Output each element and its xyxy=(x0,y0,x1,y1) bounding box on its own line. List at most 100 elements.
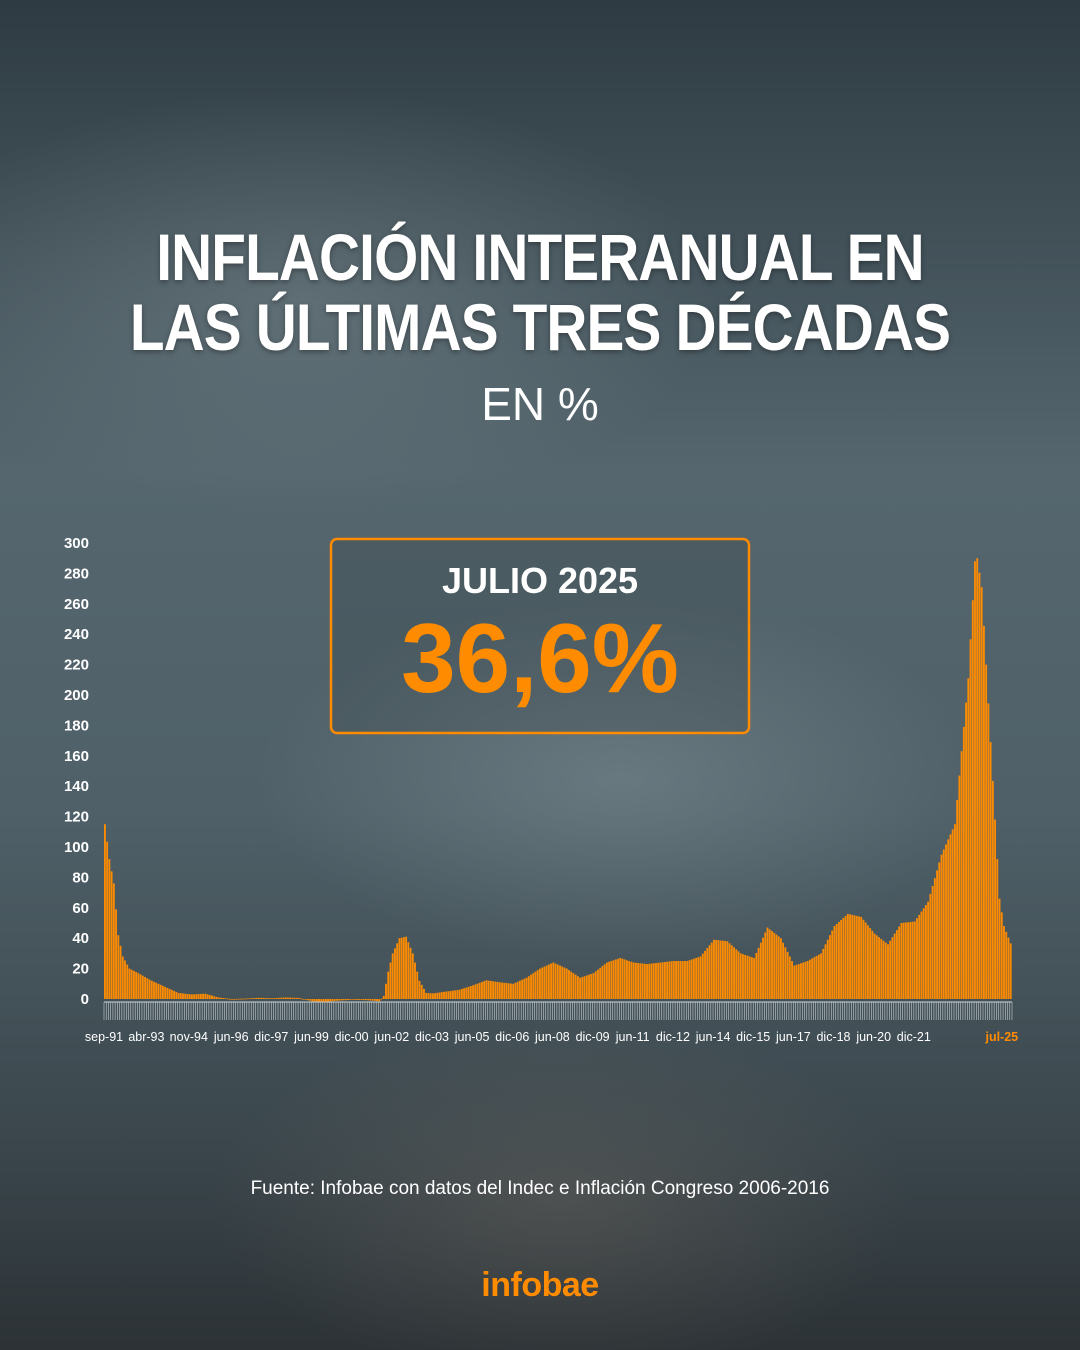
bar xyxy=(315,999,318,1002)
bar xyxy=(255,997,258,999)
bar xyxy=(742,954,744,999)
bar xyxy=(692,958,695,999)
bar xyxy=(605,962,608,999)
bar xyxy=(376,999,379,1002)
y-tick-label: 160 xyxy=(64,748,89,765)
bar xyxy=(237,998,240,1000)
bar xyxy=(617,958,619,999)
bar xyxy=(954,824,956,999)
bar xyxy=(211,995,213,999)
bar xyxy=(574,974,577,999)
bar xyxy=(710,942,713,999)
bar xyxy=(779,938,782,999)
bar xyxy=(728,943,731,999)
bar xyxy=(902,922,905,999)
bar xyxy=(623,959,626,999)
bar xyxy=(858,916,860,999)
bar xyxy=(501,982,503,999)
bar xyxy=(655,963,657,999)
bar xyxy=(978,572,981,999)
bar xyxy=(536,970,539,999)
bar xyxy=(755,952,758,999)
bar xyxy=(431,993,434,999)
x-tick-label: jun-08 xyxy=(534,1030,570,1044)
bar xyxy=(641,963,644,999)
bar xyxy=(777,936,780,999)
bar xyxy=(545,965,548,999)
bar xyxy=(349,999,352,1000)
bar xyxy=(851,914,854,999)
bar xyxy=(875,935,878,999)
bar xyxy=(650,963,653,999)
bar xyxy=(166,987,169,999)
bar xyxy=(385,983,387,999)
bar xyxy=(427,993,430,999)
bar xyxy=(104,824,106,999)
bar xyxy=(1005,931,1008,999)
page-title: INFLACIÓN INTERANUAL EN LAS ÚLTIMAS TRES… xyxy=(76,222,1005,362)
bar xyxy=(813,957,816,999)
bar xyxy=(704,950,706,999)
bar xyxy=(360,999,363,1000)
bar xyxy=(409,947,412,999)
bar xyxy=(240,998,242,1000)
bar xyxy=(1009,943,1012,999)
bar xyxy=(893,933,896,999)
bar xyxy=(661,962,664,999)
bar xyxy=(130,969,133,999)
bar xyxy=(322,999,325,1002)
bar xyxy=(949,834,952,999)
bar xyxy=(398,938,401,999)
bar xyxy=(670,961,673,999)
bar xyxy=(980,587,983,999)
bar xyxy=(938,862,941,999)
bar xyxy=(699,956,702,999)
bar xyxy=(110,871,113,999)
bar xyxy=(128,968,131,999)
bar xyxy=(922,908,925,999)
x-tick-label: jun-96 xyxy=(213,1030,249,1044)
bar xyxy=(909,921,912,999)
bar xyxy=(942,849,945,999)
bar xyxy=(429,993,432,999)
bar xyxy=(518,980,521,999)
bar xyxy=(768,929,771,999)
bar xyxy=(362,999,365,1001)
bar xyxy=(115,909,117,999)
bar xyxy=(956,799,959,999)
bar xyxy=(411,953,414,999)
bar xyxy=(382,995,385,999)
bar xyxy=(940,854,943,999)
bar xyxy=(233,998,236,1000)
bar xyxy=(559,965,561,999)
bar xyxy=(556,964,559,999)
bar xyxy=(590,973,593,999)
bar xyxy=(927,901,930,999)
bar xyxy=(307,999,309,1001)
bar xyxy=(572,973,575,999)
y-tick-label: 260 xyxy=(64,596,89,613)
bar xyxy=(266,998,269,999)
bar xyxy=(186,993,189,999)
bar xyxy=(204,993,207,999)
bar xyxy=(438,992,441,999)
bar xyxy=(271,998,274,1000)
bar xyxy=(985,664,988,999)
bar xyxy=(791,961,793,999)
x-tick-label: dic-12 xyxy=(656,1030,690,1044)
bar xyxy=(802,962,805,999)
y-tick-label: 240 xyxy=(64,626,89,643)
bar xyxy=(340,999,343,1001)
bar xyxy=(478,982,481,999)
bar xyxy=(159,984,162,999)
bar xyxy=(534,971,537,999)
bar xyxy=(331,999,334,1002)
x-tick-label: jul-25 xyxy=(984,1030,1018,1044)
bar xyxy=(663,962,666,999)
bar xyxy=(150,980,153,999)
bar xyxy=(153,981,155,999)
bar xyxy=(811,958,814,999)
bar xyxy=(880,938,883,999)
bar xyxy=(889,940,892,999)
